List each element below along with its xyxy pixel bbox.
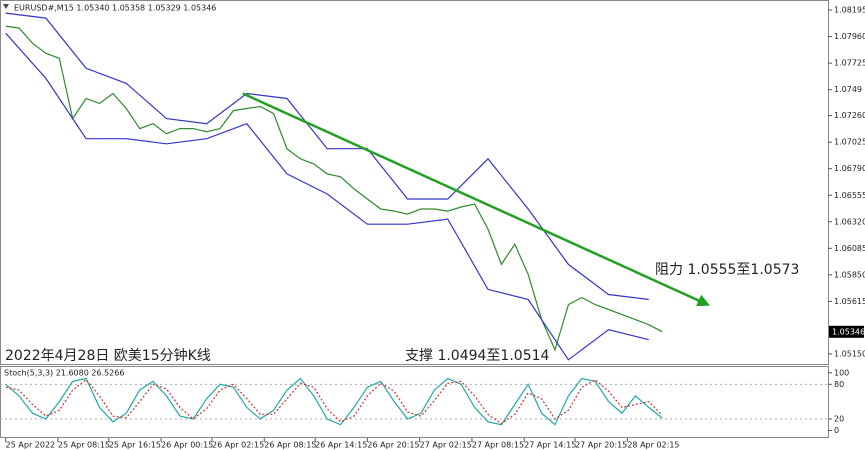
- resistance-note: 阻力 1.0555至1.0573: [655, 262, 799, 278]
- y-tick-label: 0: [834, 426, 839, 435]
- y-tick-label: 1.06790: [834, 164, 865, 173]
- y-tick-label: 100: [834, 368, 849, 377]
- price-tag: [829, 325, 864, 338]
- series-line: [5, 12, 649, 301]
- y-tick-label: 1.05615: [834, 297, 865, 306]
- y-tick-label: 1.05150: [834, 349, 865, 358]
- series-line: [5, 378, 663, 425]
- x-tick-label: 25 Apr 16:15: [109, 441, 161, 450]
- x-tick-label: 26 Apr 02:15: [212, 441, 264, 450]
- x-tick-label: 26 Apr 20:15: [367, 441, 419, 450]
- x-tick-label: 28 Apr 02:15: [627, 441, 679, 450]
- series-line: [5, 25, 663, 352]
- y-tick-label: 1.07025: [834, 138, 865, 147]
- x-tick-label: 25 Apr 08:15: [58, 441, 110, 450]
- y-tick-label: 1.06320: [834, 217, 865, 226]
- y-tick-label: 1.07960: [834, 32, 865, 41]
- support-note: 支撑 1.0494至1.0514: [405, 348, 550, 364]
- series-line: [242, 92, 710, 307]
- main-panel: [0, 0, 829, 365]
- series-line: [5, 32, 649, 361]
- x-tick-label: 27 Apr 08:15: [472, 441, 524, 450]
- x-tick-label: 27 Apr 14:15: [524, 441, 576, 450]
- chart-subtitle: 2022年4月28日 欧美15分钟K线: [5, 347, 211, 364]
- x-tick-label: 26 Apr 14:15: [315, 441, 367, 450]
- series-line: [5, 377, 663, 426]
- chart-title: EURUSD#,M15 1.05340 1.05358 1.05329 1.05…: [14, 4, 216, 13]
- x-tick-label: 26 Apr 00:15: [161, 441, 213, 450]
- x-tick-label: 25 Apr 2022: [6, 441, 55, 450]
- y-tick-label: 1.07725: [834, 59, 865, 68]
- y-tick-label: 1.07260: [834, 111, 865, 120]
- y-tick-label: 1.0749: [834, 85, 862, 94]
- y-tick-label: 1.05850: [834, 270, 865, 279]
- menu-icon[interactable]: [3, 4, 9, 9]
- price-tag-label: 1.05346: [832, 327, 865, 336]
- x-tick-label: 27 Apr 20:15: [575, 441, 627, 450]
- x-tick-label: 26 Apr 08:15: [264, 441, 316, 450]
- y-tick-label: 1.06085: [834, 244, 865, 253]
- y-tick-label: 20: [834, 414, 844, 423]
- y-tick-label: 80: [834, 380, 844, 389]
- y-tick-label: 1.06555: [834, 191, 865, 200]
- y-tick-label: 1.08195: [834, 6, 865, 15]
- x-tick-label: 27 Apr 02:15: [420, 441, 472, 450]
- stoch-title: Stoch(5,3,3) 21.6080 26.5266: [4, 369, 124, 378]
- stoch-panel: [0, 366, 829, 438]
